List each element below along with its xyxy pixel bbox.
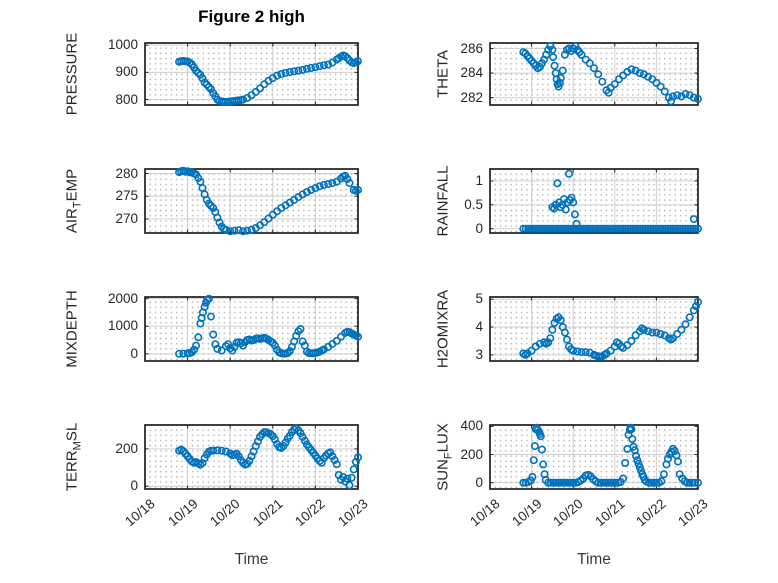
x-tick-label: 10/22	[633, 496, 670, 530]
axes-frame	[144, 296, 359, 362]
x-tick-label: 10/23	[335, 496, 371, 530]
axes-frame	[144, 168, 359, 234]
x-tick-label: 10/18	[122, 496, 158, 530]
figure-title: Figure 2 high	[198, 7, 305, 26]
y-tick-label: 0	[130, 345, 138, 361]
scatter-series-pressure	[175, 51, 363, 106]
x-tick-label: 10/20	[207, 496, 243, 530]
subplot-h2omixra	[489, 296, 703, 362]
subplot-theta	[489, 42, 703, 106]
scatter-series-h2omixra	[519, 297, 703, 361]
plot-canvas-air-temp	[144, 166, 363, 236]
y-tick-label: 1000	[107, 318, 138, 334]
axes-frame	[489, 296, 699, 362]
scatter-series-sun-flux	[519, 423, 703, 487]
ylabel-subscript: T	[71, 201, 84, 209]
x-tick-label: 10/22	[292, 496, 329, 530]
axes-frame	[489, 168, 699, 234]
x-tick-label: 10/20	[550, 496, 586, 530]
y-tick-label: 200	[115, 440, 138, 456]
scatter-series-air-temp	[175, 166, 363, 236]
ylabel-pressure: PRESSURE	[64, 33, 81, 116]
ylabel-text: SL	[63, 422, 81, 442]
y-tick-label: 3	[475, 346, 483, 362]
subplot-terr-msl	[144, 424, 363, 490]
plot-canvas-h2omixra	[489, 296, 703, 362]
subplot-mixdepth	[144, 294, 363, 362]
plot-canvas-terr-msl	[144, 424, 363, 490]
axes-frame	[489, 424, 699, 490]
subplot-air-temp	[144, 166, 363, 236]
xlabel-time-right: Time	[577, 551, 611, 568]
x-tick-label: 10/18	[467, 496, 503, 530]
ylabel-h2omixra: H2OMIXRA	[435, 290, 452, 368]
y-tick-label: 400	[460, 418, 483, 434]
plot-canvas-rainfall	[489, 168, 703, 234]
x-tick-label: 10/21	[591, 496, 628, 530]
y-tick-label: 2000	[107, 290, 138, 306]
y-tick-label: 0	[475, 220, 483, 236]
ylabel-text: RAINFALL	[434, 165, 452, 237]
ylabel-sun-flux: SUNFLUX	[434, 423, 455, 491]
ylabel-text: PRESSURE	[63, 32, 81, 116]
ylabel-text: H2OMIXRA	[434, 289, 452, 369]
y-tick-label: 1000	[107, 37, 138, 53]
xlabel-time-left: Time	[234, 551, 269, 568]
ylabel-text: MIXDEPTH	[63, 290, 81, 368]
ylabel-text: LUX	[434, 423, 452, 453]
y-tick-label: 284	[460, 65, 483, 81]
y-tick-label: 282	[460, 89, 483, 105]
y-tick-label: 0	[475, 474, 483, 490]
scatter-series-terr-msl	[175, 424, 363, 490]
ylabel-text: TERR	[63, 450, 81, 492]
axes-frame	[144, 42, 359, 106]
subplot-pressure	[144, 42, 363, 106]
x-tick-label: 10/19	[164, 496, 201, 530]
x-tick-label: 10/21	[249, 496, 286, 530]
x-tick-label: 10/19	[508, 496, 545, 530]
y-tick-label: 900	[115, 64, 138, 80]
ylabel-theta: THETA	[435, 50, 452, 98]
ylabel-air-temp: AIRTEMP	[63, 168, 84, 234]
ylabel-subscript: F	[442, 452, 455, 460]
x-tick-label: 10/23	[675, 496, 711, 530]
y-tick-label: 1	[475, 172, 483, 188]
subplot-rainfall	[489, 168, 703, 234]
axes-frame	[144, 424, 359, 490]
y-tick-label: 5	[475, 291, 483, 307]
y-tick-label: 4	[475, 319, 483, 335]
ylabel-text: AIR	[63, 208, 81, 234]
ylabel-text: SUN	[434, 459, 452, 491]
axes-frame	[489, 42, 699, 106]
subplot-sun-flux	[489, 423, 703, 490]
y-tick-label: 286	[460, 40, 483, 56]
y-tick-label: 280	[115, 165, 138, 181]
scatter-series-theta	[519, 42, 703, 106]
ylabel-mixdepth: MIXDEPTH	[64, 290, 81, 368]
ylabel-text: THETA	[434, 49, 452, 99]
y-tick-label: 270	[115, 210, 138, 226]
plot-canvas-sun-flux	[489, 423, 703, 490]
y-tick-label: 275	[115, 188, 138, 204]
y-tick-label: 200	[460, 446, 483, 462]
plot-canvas-theta	[489, 42, 703, 106]
plot-canvas-pressure	[144, 42, 363, 106]
ylabel-text: EMP	[63, 168, 81, 202]
y-tick-label: 800	[115, 91, 138, 107]
y-tick-label: 0	[130, 478, 138, 494]
ylabel-terr-msl: TERRMSL	[63, 422, 84, 492]
ylabel-rainfall: RAINFALL	[435, 166, 452, 237]
scatter-series-mixdepth	[175, 294, 363, 358]
plot-canvas-mixdepth	[144, 294, 363, 362]
ylabel-subscript: M	[71, 441, 84, 451]
scatter-series-rainfall	[519, 169, 703, 233]
y-tick-label: 0.5	[464, 196, 483, 212]
